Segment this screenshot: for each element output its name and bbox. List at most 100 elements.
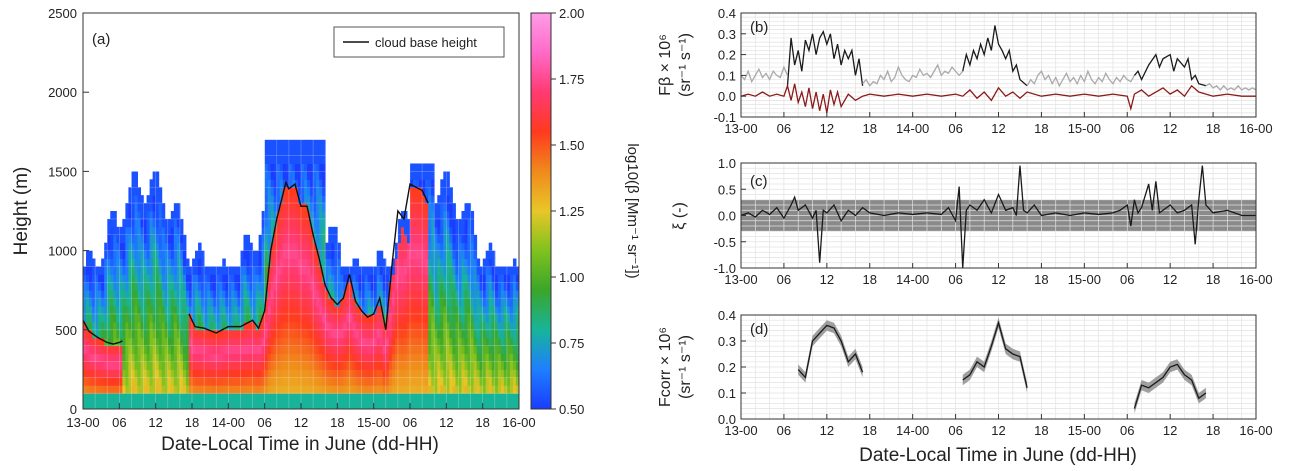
heatmap-cell: [240, 337, 244, 347]
heatmap-cell: [155, 282, 160, 291]
heatmap-cell: [282, 385, 287, 394]
heatmap-cell: [140, 226, 145, 236]
heatmap-cell: [355, 377, 360, 386]
heatmap-layer: [83, 139, 519, 409]
heatmap-cell: [110, 282, 114, 291]
heatmap-cell: [367, 337, 372, 347]
heatmap-cell: [304, 171, 308, 180]
heatmap-cell: [343, 377, 347, 386]
heatmap-cell: [479, 298, 484, 307]
heatmap-cell: [379, 329, 384, 339]
heatmap-cell: [316, 147, 320, 157]
heatmap-cell: [473, 290, 478, 299]
heatmap-cell: [152, 401, 157, 409]
heatmap-cell: [128, 353, 132, 362]
heatmap-cell: [413, 203, 417, 212]
heatmap-cell: [403, 306, 408, 315]
heatmap-cell: [237, 337, 241, 347]
heatmap-cell: [443, 298, 447, 307]
heatmap-cell: [352, 377, 356, 386]
heatmap-cell: [331, 401, 335, 409]
heatmap-cell: [464, 282, 469, 291]
heatmap-cell: [373, 329, 378, 339]
heatmap-cell: [267, 298, 272, 307]
heatmap-cell: [319, 290, 323, 299]
heatmap-cell: [364, 385, 369, 394]
heatmap-cell: [325, 282, 329, 291]
heatmap-cell: [364, 266, 369, 275]
heatmap-cell: [325, 385, 329, 394]
heatmap-cell: [406, 282, 411, 291]
heatmap-cell: [331, 385, 335, 394]
heatmap-cell: [204, 377, 208, 386]
heatmap-cell: [416, 337, 420, 347]
heatmap-cell: [406, 242, 411, 252]
heatmap-cell: [304, 195, 308, 204]
heatmap-cell: [413, 211, 417, 220]
heatmap-cell: [273, 361, 278, 370]
heatmap-cell: [476, 345, 481, 355]
heatmap-cell: [270, 369, 275, 378]
heatmap-cell: [449, 298, 453, 307]
heatmap-cell: [497, 321, 502, 331]
heatmap-cell: [503, 393, 508, 402]
heatmap-cell: [334, 321, 338, 331]
heatmap-cell: [301, 258, 305, 267]
heatmap-cell: [291, 139, 296, 149]
heatmap-cell: [198, 266, 202, 275]
heatmap-cell: [313, 155, 317, 164]
x-tick-label: 18: [863, 121, 877, 136]
heatmap-cell: [185, 401, 190, 409]
heatmap-cell: [388, 337, 393, 347]
heatmap-cell: [294, 313, 299, 323]
heatmap-cell: [452, 385, 456, 394]
heatmap-cell: [331, 226, 335, 236]
heatmap-cell: [176, 313, 181, 323]
heatmap-cell: [394, 306, 399, 315]
heatmap-cell: [349, 313, 353, 323]
heatmap-cell: [188, 393, 193, 402]
heatmap-cell: [464, 369, 469, 378]
heatmap-cell: [276, 282, 281, 291]
heatmap-cell: [437, 211, 441, 220]
heatmap-cell: [285, 298, 290, 307]
heatmap-cell: [506, 321, 511, 331]
heatmap-cell: [370, 329, 375, 339]
heatmap-cell: [288, 361, 293, 370]
heatmap-cell: [382, 306, 387, 315]
heatmap-cell: [161, 306, 166, 315]
heatmap-cell: [367, 369, 372, 378]
heatmap-cell: [419, 329, 423, 339]
heatmap-cell: [140, 274, 145, 283]
y-tick-label: 0.3: [718, 334, 736, 349]
heatmap-cell: [92, 337, 96, 347]
heatmap-cell: [219, 298, 223, 307]
heatmap-cell: [482, 385, 487, 394]
heatmap-cell: [464, 290, 469, 299]
y-tick-label: 0.4: [718, 308, 736, 323]
heatmap-cell: [346, 337, 350, 347]
heatmap-cell: [428, 179, 432, 188]
heatmap-cell: [406, 353, 411, 362]
heatmap-cell: [416, 226, 420, 236]
heatmap-cell: [304, 290, 308, 299]
heatmap-cell: [134, 242, 138, 252]
heatmap-cell: [119, 393, 123, 402]
heatmap-cell: [152, 266, 157, 275]
heatmap-cell: [182, 234, 187, 244]
heatmap-cell: [140, 290, 145, 299]
heatmap-cell: [222, 290, 226, 299]
heatmap-cell: [512, 401, 517, 409]
heatmap-cell: [110, 369, 114, 378]
heatmap-cell: [294, 155, 299, 164]
heatmap-cell: [455, 242, 459, 252]
heatmap-cell: [294, 139, 299, 149]
heatmap-cell: [231, 361, 235, 370]
heatmap-cell: [413, 369, 417, 378]
heatmap-cell: [297, 321, 302, 331]
heatmap-cell: [173, 242, 178, 252]
heatmap-cell: [476, 337, 481, 347]
heatmap-cell: [346, 401, 350, 409]
heatmap-cell: [195, 345, 199, 355]
heatmap-cell: [367, 393, 372, 402]
